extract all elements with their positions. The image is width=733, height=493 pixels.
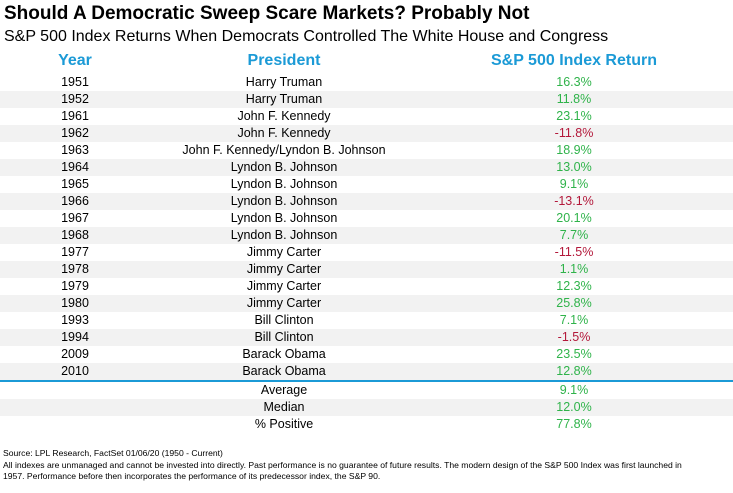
president-cell: Bill Clinton	[254, 330, 314, 344]
president-cell: Jimmy Carter	[246, 279, 322, 293]
table-row: 2009 Barack Obama 23.5%	[0, 346, 733, 363]
table-row: 1961 John F. Kennedy 23.1%	[0, 108, 733, 125]
column-header-president: President	[247, 52, 321, 69]
president-cell: Lyndon B. Johnson	[230, 177, 338, 191]
president-cell: Lyndon B. Johnson	[230, 211, 338, 225]
year-cell: 1968	[61, 228, 89, 242]
year-cell: 1952	[61, 92, 89, 106]
table-row: 2010 Barack Obama 12.8%	[0, 363, 733, 380]
summary-row: Median 12.0%	[0, 399, 733, 416]
president-cell: Barack Obama	[242, 364, 326, 378]
table-row: 1962 John F. Kennedy -11.8%	[0, 125, 733, 142]
return-cell: 23.5%	[556, 347, 592, 361]
president-cell: John F. Kennedy	[237, 126, 331, 140]
table-row: 1965 Lyndon B. Johnson 9.1%	[0, 176, 733, 193]
table-row: 1964 Lyndon B. Johnson 13.0%	[0, 159, 733, 176]
footer: Source: LPL Research, FactSet 01/06/20 (…	[3, 448, 731, 483]
return-cell: 1.1%	[559, 262, 589, 276]
disclaimer-line: All indexes are unmanaged and cannot be …	[3, 459, 682, 470]
summary-row: Average 9.1%	[0, 382, 733, 399]
year-cell: 1961	[61, 109, 89, 123]
return-cell: -13.1%	[554, 194, 594, 208]
table-row: 1951 Harry Truman 16.3%	[0, 74, 733, 91]
year-cell: 1980	[61, 296, 89, 310]
table-row: 1967 Lyndon B. Johnson 20.1%	[0, 210, 733, 227]
disclaimer-line: 1957. Performance before then incorporat…	[3, 471, 381, 481]
return-cell: -11.8%	[554, 126, 594, 140]
return-cell: -1.5%	[557, 330, 591, 344]
return-cell: 12.8%	[556, 364, 592, 378]
return-cell: 20.1%	[556, 211, 592, 225]
year-cell: 1979	[61, 279, 89, 293]
return-cell: 9.1%	[559, 177, 589, 191]
column-header-return: S&P 500 Index Return	[491, 52, 657, 69]
table-header: Year President S&P 500 Index Return	[0, 51, 733, 71]
year-cell: 1966	[61, 194, 89, 208]
table-row: 1979 Jimmy Carter 12.3%	[0, 278, 733, 295]
return-cell: 12.3%	[556, 279, 592, 293]
summary-value: 12.0%	[556, 400, 592, 414]
summary-row: % Positive 77.8%	[0, 416, 733, 433]
return-cell: 25.8%	[556, 296, 592, 310]
president-cell: Lyndon B. Johnson	[230, 194, 338, 208]
summary-value: 77.8%	[556, 417, 592, 431]
summary-label: % Positive	[254, 417, 314, 431]
column-header-year: Year	[58, 52, 92, 69]
year-cell: 1951	[61, 75, 89, 89]
president-cell: Lyndon B. Johnson	[230, 160, 338, 174]
return-cell: 23.1%	[556, 109, 592, 123]
return-cell: 16.3%	[556, 75, 592, 89]
return-cell: 7.7%	[559, 228, 589, 242]
year-cell: 1965	[61, 177, 89, 191]
summary-value: 9.1%	[559, 383, 589, 397]
year-cell: 1967	[61, 211, 89, 225]
returns-table: 1951 Harry Truman 16.3% 1952 Harry Truman 11.…	[0, 74, 733, 380]
table-row: 1980 Jimmy Carter 25.8%	[0, 295, 733, 312]
table-row: 1968 Lyndon B. Johnson 7.7%	[0, 227, 733, 244]
president-cell: Jimmy Carter	[246, 245, 322, 259]
table-row: 1978 Jimmy Carter 1.1%	[0, 261, 733, 278]
return-cell: -11.5%	[554, 245, 594, 259]
president-cell: Harry Truman	[245, 92, 323, 106]
table-row: 1952 Harry Truman 11.8%	[0, 91, 733, 108]
year-cell: 2009	[61, 347, 89, 361]
president-cell: Barack Obama	[242, 347, 326, 361]
president-cell: John F. Kennedy	[237, 109, 331, 123]
return-cell: 7.1%	[559, 313, 589, 327]
table-row: 1977 Jimmy Carter -11.5%	[0, 244, 733, 261]
president-cell: Bill Clinton	[254, 313, 314, 327]
summary-label: Median	[263, 400, 305, 414]
summary-divider	[0, 380, 733, 382]
table-row: 1963 John F. Kennedy/Lyndon B. Johnson 18.…	[0, 142, 733, 159]
year-cell: 1964	[61, 160, 89, 174]
table-row: 1993 Bill Clinton 7.1%	[0, 312, 733, 329]
table-row: 1994 Bill Clinton -1.5%	[0, 329, 733, 346]
return-cell: 13.0%	[556, 160, 592, 174]
summary-label: Average	[260, 383, 308, 397]
year-cell: 1978	[61, 262, 89, 276]
president-cell: Lyndon B. Johnson	[230, 228, 338, 242]
president-cell: Harry Truman	[245, 75, 323, 89]
president-cell: John F. Kennedy/Lyndon B. Johnson	[182, 143, 386, 157]
chart-title: Should A Democratic Sweep Scare Markets?…	[4, 3, 530, 24]
year-cell: 1963	[61, 143, 89, 157]
year-cell: 1962	[61, 126, 89, 140]
president-cell: Jimmy Carter	[246, 296, 322, 310]
chart-subtitle: S&P 500 Index Returns When Democrats Con…	[4, 28, 609, 45]
year-cell: 2010	[61, 364, 89, 378]
return-cell: 18.9%	[556, 143, 592, 157]
return-cell: 11.8%	[556, 92, 592, 106]
year-cell: 1994	[61, 330, 89, 344]
year-cell: 1993	[61, 313, 89, 327]
source-note: Source: LPL Research, FactSet 01/06/20 (…	[3, 448, 223, 458]
summary-table: Average 9.1% Median 12.0% % Positive 77.8%	[0, 382, 733, 433]
year-cell: 1977	[61, 245, 89, 259]
president-cell: Jimmy Carter	[246, 262, 322, 276]
table-row: 1966 Lyndon B. Johnson -13.1%	[0, 193, 733, 210]
